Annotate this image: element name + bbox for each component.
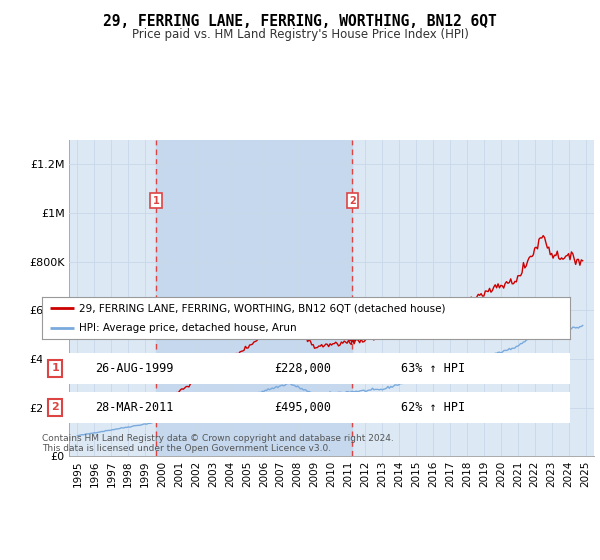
Text: Contains HM Land Registry data © Crown copyright and database right 2024.
This d: Contains HM Land Registry data © Crown c… bbox=[42, 434, 394, 454]
Text: 29, FERRING LANE, FERRING, WORTHING, BN12 6QT: 29, FERRING LANE, FERRING, WORTHING, BN1… bbox=[103, 14, 497, 29]
Text: Price paid vs. HM Land Registry's House Price Index (HPI): Price paid vs. HM Land Registry's House … bbox=[131, 28, 469, 41]
Text: 1: 1 bbox=[52, 363, 59, 373]
Text: 2: 2 bbox=[349, 196, 356, 206]
Bar bbox=[156, 140, 352, 456]
Text: 29, FERRING LANE, FERRING, WORTHING, BN12 6QT (detached house): 29, FERRING LANE, FERRING, WORTHING, BN1… bbox=[79, 303, 445, 313]
Text: £495,000: £495,000 bbox=[274, 401, 331, 414]
Text: £228,000: £228,000 bbox=[274, 362, 331, 375]
Text: 26-AUG-1999: 26-AUG-1999 bbox=[95, 362, 173, 375]
Text: 2: 2 bbox=[52, 403, 59, 412]
Text: 63% ↑ HPI: 63% ↑ HPI bbox=[401, 362, 465, 375]
Text: 62% ↑ HPI: 62% ↑ HPI bbox=[401, 401, 465, 414]
Text: 1: 1 bbox=[153, 196, 160, 206]
Text: 28-MAR-2011: 28-MAR-2011 bbox=[95, 401, 173, 414]
Text: HPI: Average price, detached house, Arun: HPI: Average price, detached house, Arun bbox=[79, 323, 296, 333]
